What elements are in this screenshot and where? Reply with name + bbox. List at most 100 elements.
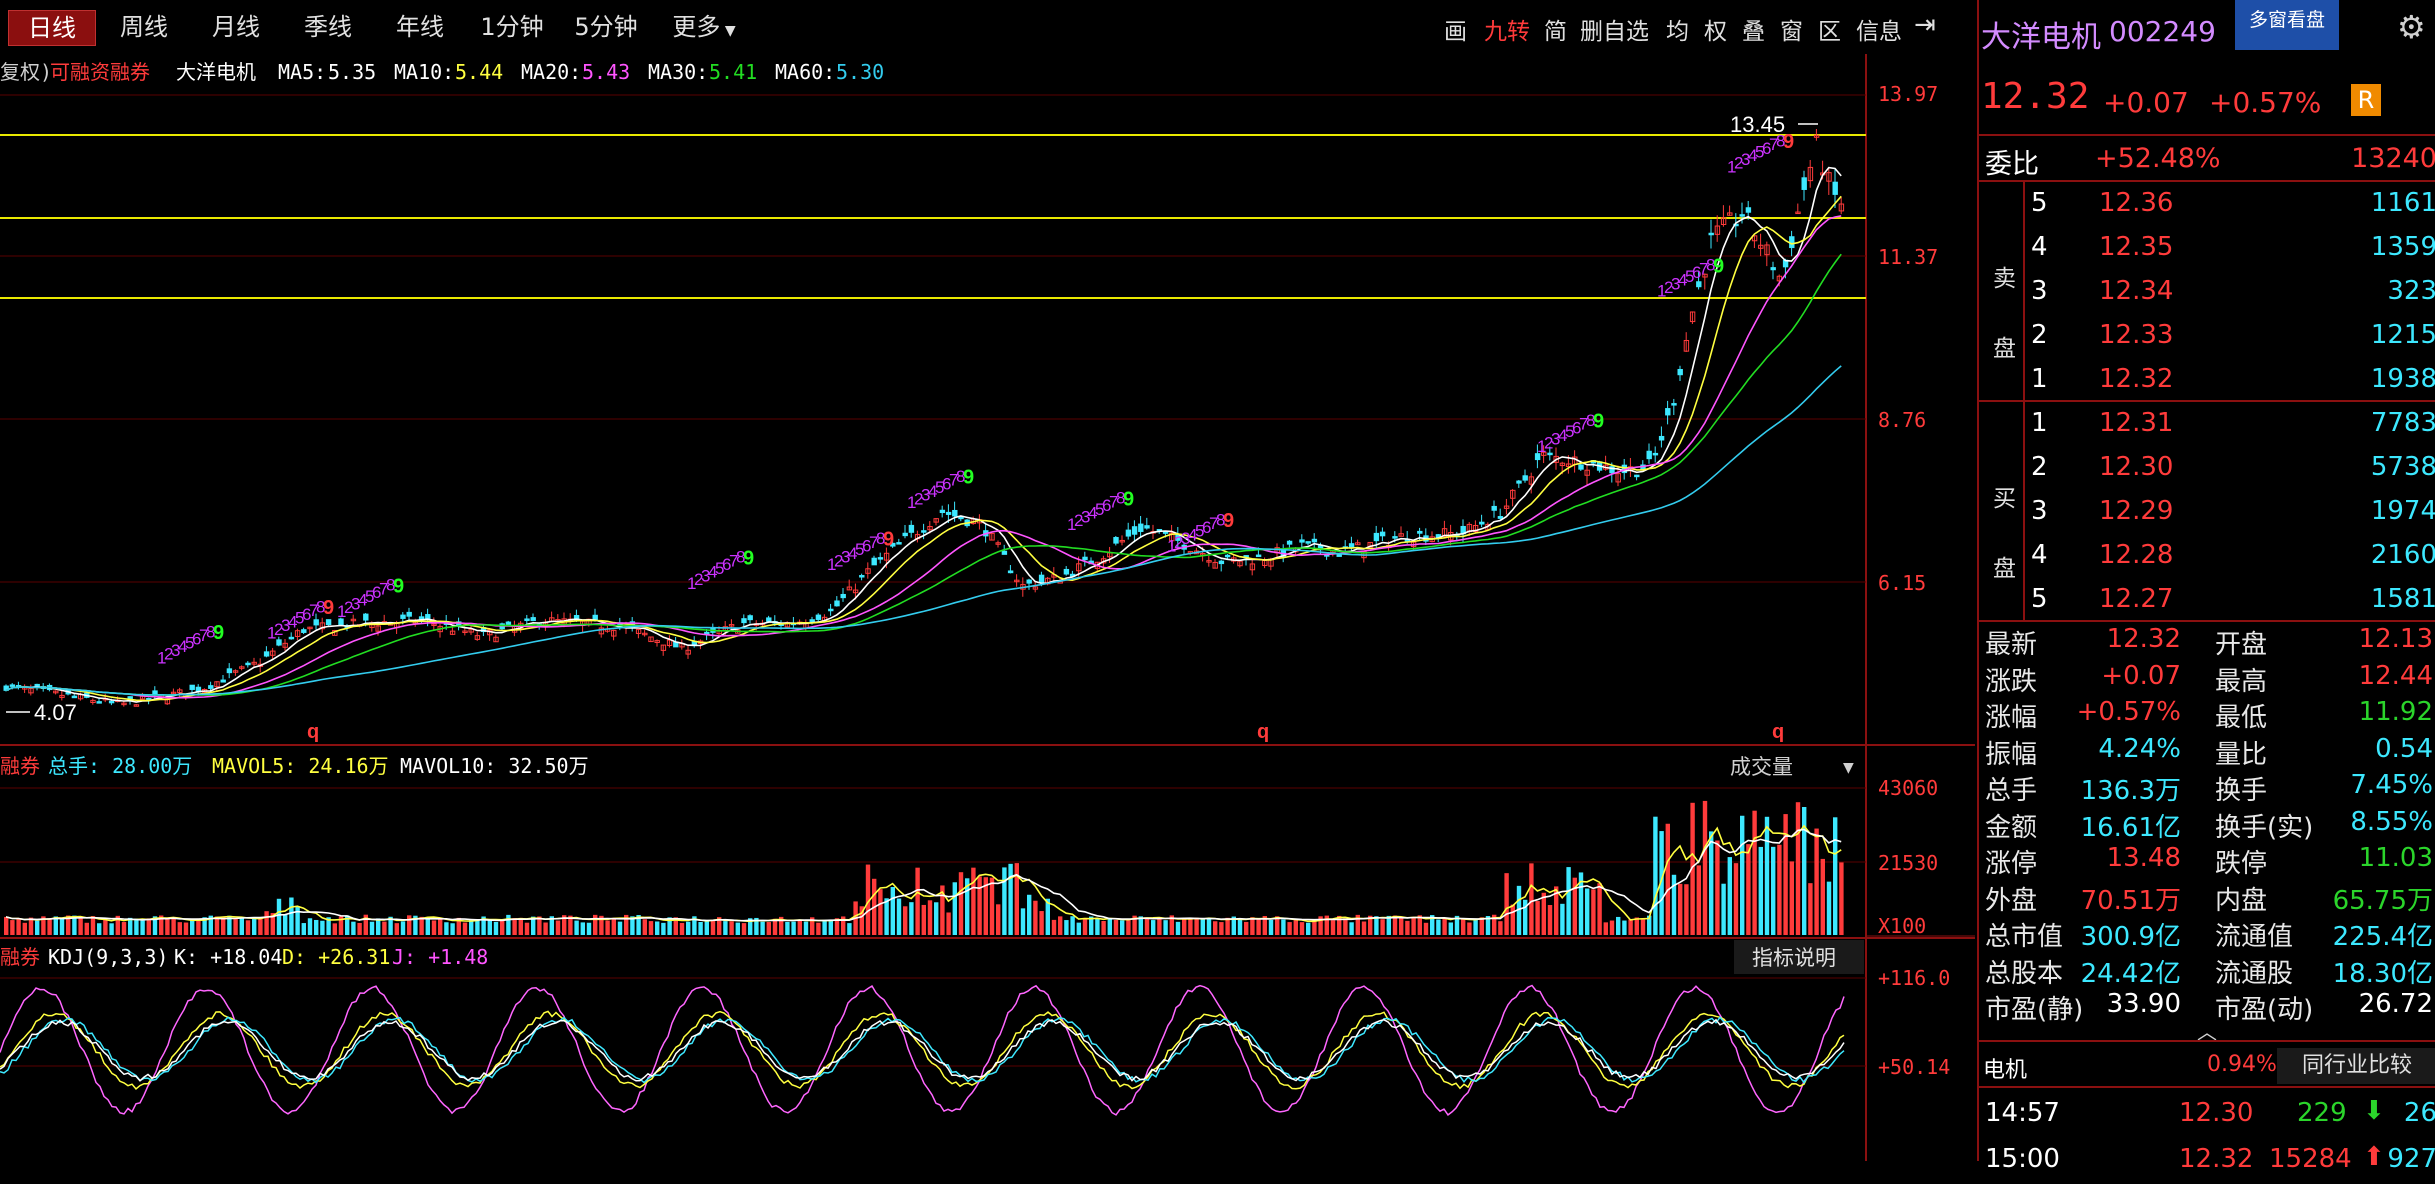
nine-turn-count: 1 [907, 493, 916, 512]
chart-grid [0, 54, 1975, 1161]
stat-label: 市盈(静) [1985, 995, 2084, 1025]
candle-body [232, 670, 239, 673]
tool-info[interactable]: 信息 [1856, 19, 1902, 45]
bid-level-row[interactable]: 3 12.29 1974 [1979, 490, 2435, 534]
tab-monthly[interactable]: 月线 [212, 13, 260, 41]
tab-more[interactable]: 更多 ▼ [664, 10, 744, 44]
multi-window-button[interactable]: 多窗看盘 [2235, 0, 2339, 50]
tab-weekly[interactable]: 周线 [120, 13, 168, 41]
volume-bar [803, 921, 809, 935]
volume-bar [810, 917, 815, 935]
tab-daily[interactable]: 日线 [8, 10, 96, 46]
candle-body [809, 619, 815, 622]
candle-body [288, 636, 295, 640]
tab-5min[interactable]: 5分钟 [574, 13, 638, 41]
stat-row: 涨幅 +0.57% 最低 11.92 [1979, 695, 2435, 733]
mavol10-label: MAVOL10: 32.50万 [400, 754, 589, 778]
volume-bar [1361, 921, 1367, 935]
tool-nine-turn[interactable]: 九转 [1484, 19, 1530, 45]
volume-bar [1492, 914, 1497, 935]
volume-bar [121, 922, 127, 935]
volume-bar [698, 922, 703, 935]
ask-volume: 323 [2387, 276, 2435, 306]
tool-simple[interactable]: 简 [1544, 19, 1567, 45]
volume-indicator-select[interactable]: 成交量 [1730, 756, 1793, 779]
candle-body [1702, 273, 1708, 278]
ask-level-row[interactable]: 2 12.33 1215 [1979, 314, 2435, 358]
stat-label: 开盘 [2215, 630, 2268, 660]
candle-body [1336, 554, 1342, 557]
tick-extra: 927 [2387, 1144, 2435, 1174]
candle-body [1355, 542, 1361, 546]
candle-body [375, 625, 381, 632]
volume-bar [890, 886, 895, 935]
tool-draw[interactable]: 画 [1444, 19, 1467, 45]
tool-remove-watchlist[interactable]: 删自选 [1580, 19, 1649, 45]
tool-rights[interactable]: 权 [1704, 19, 1727, 45]
volume-bar [1027, 894, 1032, 935]
arrow-down-icon: ⬇ [2363, 1096, 2385, 1126]
ask-level-row[interactable]: 4 12.35 1359 [1979, 226, 2435, 270]
volume-bar [518, 917, 523, 935]
kdj-axis-label: +116.0 [1878, 966, 1950, 990]
industry-compare-button[interactable]: 同行业比较 [2277, 1048, 2435, 1084]
industry-name: 电机 [1983, 1058, 2028, 1083]
volume-bar [1578, 872, 1584, 935]
bid-level-row[interactable]: 1 12.31 7783 [1979, 402, 2435, 446]
tab-quarterly[interactable]: 季线 [304, 13, 352, 41]
volume-bar [227, 915, 232, 935]
candle-body [108, 700, 115, 704]
tool-overlay[interactable]: 叠 [1742, 19, 1765, 45]
ma-legend-value: 5.41 [709, 60, 757, 84]
ask-level-row[interactable]: 3 12.34 323 [1979, 270, 2435, 314]
bid-level-number: 4 [2031, 540, 2048, 570]
bid-level-row[interactable]: 4 12.28 2160 [1979, 534, 2435, 578]
settings-gear-icon[interactable]: ⚙ [2397, 8, 2426, 46]
ma-legend: MA5: 5.35 MA10: 5.44 MA20: 5.43 MA30: 5.41 MA60:… [278, 60, 884, 84]
industry-row: 电机 0.94% 同行业比较 [1979, 1046, 2435, 1086]
volume-bar [1213, 921, 1218, 935]
nine-turn-count: 1 [1167, 537, 1176, 556]
volume-bar [22, 922, 27, 935]
volume-bar [828, 920, 833, 935]
volume-bar [965, 878, 970, 935]
ask-level-row[interactable]: 1 12.32 1938 [1979, 358, 2435, 402]
nine-turn-count: 1 [1067, 515, 1076, 534]
nine-turn-count: 2 [1074, 511, 1083, 530]
ask-level-row[interactable]: 5 12.36 1161 [1979, 182, 2435, 226]
candle-body [1813, 134, 1820, 138]
volume-bar [1256, 919, 1261, 935]
nine-turn-count: 7 [869, 533, 878, 552]
indicator-help-button[interactable]: 指标说明 [1752, 947, 1836, 970]
tab-1min[interactable]: 1分钟 [480, 13, 544, 41]
bid-level-row[interactable]: 2 12.30 5738 [1979, 446, 2435, 490]
candle-body [505, 621, 512, 626]
kline-chart[interactable]: 复权) 可融资融券 大洋电机 MA5: 5.35 MA10: 5.44 MA20: 5.4… [0, 54, 1975, 1161]
expand-up-icon[interactable]: ︿ [2197, 1020, 2217, 1044]
nine-turn-count: 5 [1195, 522, 1204, 541]
volume-bar [1324, 915, 1329, 935]
r-badge[interactable]: R [2351, 84, 2381, 116]
volume-bar [276, 898, 282, 935]
tool-window[interactable]: 窗 [1780, 19, 1803, 45]
stat-row: 市盈(静) 33.90 市盈(动) 26.72 [1979, 987, 2435, 1025]
tool-range[interactable]: 区 [1818, 19, 1841, 45]
stat-value: 0.54 [2375, 733, 2433, 764]
candle-body [1541, 451, 1547, 456]
candle-body [263, 651, 270, 657]
tab-yearly[interactable]: 年线 [396, 13, 444, 41]
bid-level-row[interactable]: 5 12.27 1581 [1979, 578, 2435, 622]
volume-bar [1014, 863, 1019, 935]
volume-bar [512, 918, 517, 935]
volume-bar [4, 916, 9, 935]
tool-average[interactable]: 均 [1666, 19, 1689, 45]
nine-turn-count: 4 [1678, 271, 1687, 290]
bid-side-label: 买 盘 [1993, 464, 2016, 604]
volume-bar [481, 916, 486, 935]
nine-turn-count: 3 [841, 548, 850, 567]
collapse-panel-icon[interactable]: ⇥ [1914, 10, 1936, 40]
volume-bar [351, 921, 356, 935]
last-price: 12.32 [1981, 76, 2090, 117]
volume-bar [500, 921, 505, 935]
volume-bar [84, 922, 89, 935]
